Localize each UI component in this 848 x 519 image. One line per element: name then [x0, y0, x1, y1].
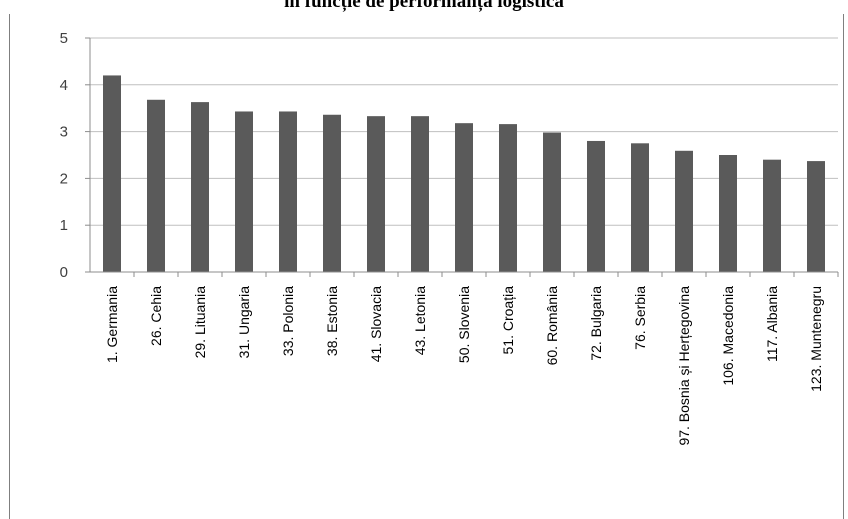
chart-frame [9, 14, 844, 519]
y-tick-label: 1 [60, 217, 68, 234]
axes [85, 37, 839, 277]
y-tick-label: 4 [60, 77, 68, 94]
x-category-label: 38. Estonia [324, 286, 340, 356]
x-category-label: 117. Albania [764, 286, 780, 362]
x-category-label: 26. Cehia [148, 286, 164, 346]
x-category-label: 60. România [544, 286, 560, 366]
y-tick-label: 3 [60, 124, 68, 141]
y-tick-labels: 0 1 2 3 4 5 [60, 30, 68, 281]
bar [103, 75, 121, 272]
bar [367, 116, 385, 272]
x-category-label: 50. Slovenia [456, 286, 472, 363]
y-tick-label: 0 [60, 264, 68, 281]
y-tick-label: 2 [60, 170, 68, 187]
x-category-label: 41. Slovacia [368, 286, 384, 362]
x-category-labels: 1. Germania 26. Cehia 29. Lituania 31. Unga… [104, 286, 824, 446]
bar [675, 150, 693, 272]
bar [807, 161, 825, 272]
bar [191, 102, 209, 272]
x-category-label: 106. Macedonia [720, 286, 736, 386]
chart-title: în funcție de performanța logistică [284, 0, 564, 12]
x-category-label: 29. Lituania [192, 286, 208, 359]
bar [719, 155, 737, 272]
bar [631, 143, 649, 272]
x-category-label: 1. Germania [104, 286, 120, 363]
x-category-label: 31. Ungaria [236, 286, 252, 359]
bar [455, 123, 473, 273]
x-category-label: 123. Muntenegru [808, 286, 824, 392]
x-category-label: 51. Croația [500, 286, 516, 355]
bar [323, 114, 341, 272]
bar [587, 140, 605, 272]
bar [411, 116, 429, 272]
bar [763, 159, 781, 272]
x-category-label: 76. Serbia [632, 286, 648, 350]
bar [147, 99, 165, 272]
y-tick-label: 5 [60, 30, 68, 47]
x-category-label: 43. Letonia [412, 286, 428, 355]
x-category-label: 33. Polonia [280, 286, 296, 356]
x-category-label: 72. Bulgaria [588, 286, 604, 361]
bar [499, 124, 517, 272]
bars [103, 75, 825, 273]
bar [279, 111, 297, 272]
bar [543, 132, 561, 272]
bar [235, 111, 253, 272]
x-category-label: 97. Bosnia și Herțegovina [676, 286, 692, 446]
